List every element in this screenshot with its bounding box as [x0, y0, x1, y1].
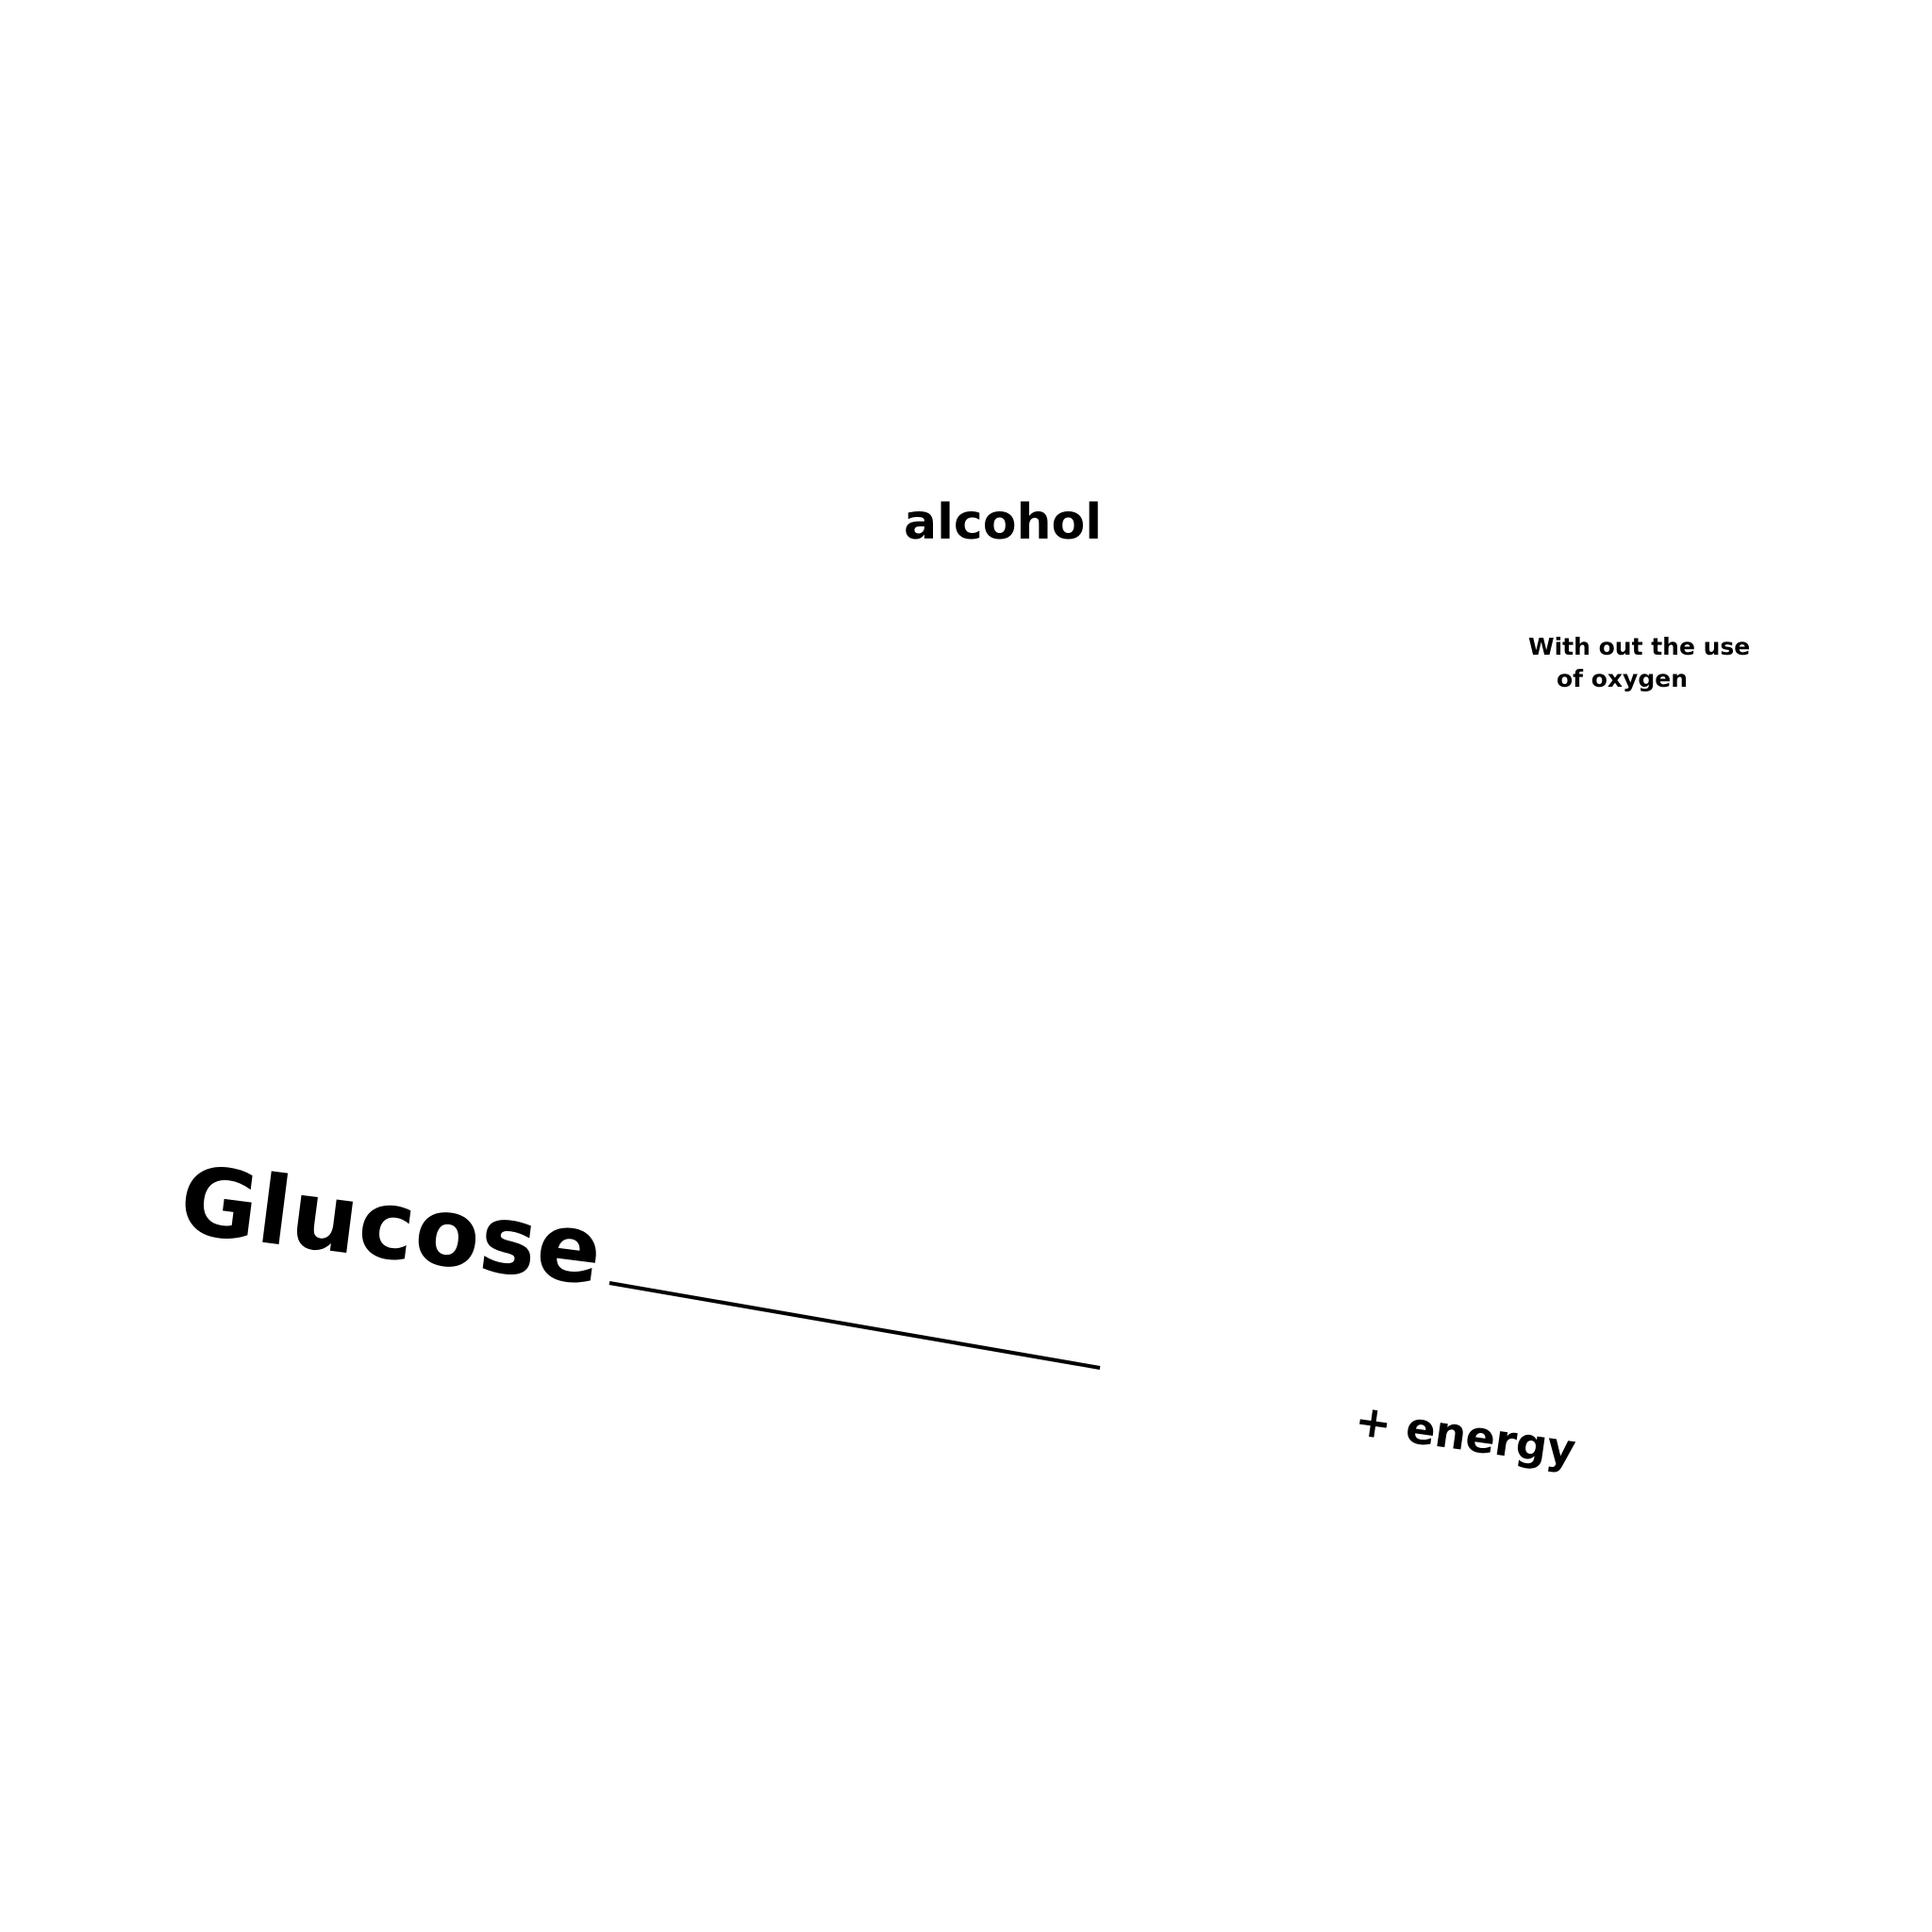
condition-line-1: With out the use	[1528, 633, 1751, 660]
condition-line-2: of oxygen	[1557, 665, 1689, 692]
reaction-condition-note: With out the use of oxygen	[1528, 631, 1750, 695]
reaction-line	[608, 1281, 1101, 1370]
product-alcohol-label: alcohol	[904, 494, 1103, 551]
